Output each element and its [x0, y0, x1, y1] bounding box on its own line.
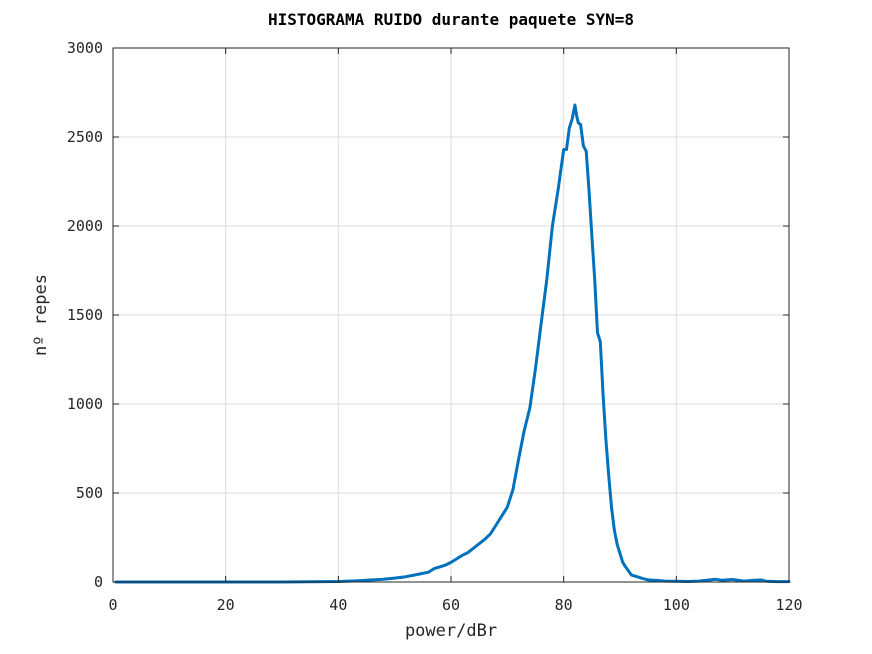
- series-layer: [114, 103, 791, 584]
- y-tick-label: 2500: [67, 128, 103, 146]
- grid-lines: [112, 47, 790, 583]
- chart-title: HISTOGRAMA RUIDO durante paquete SYN=8: [268, 10, 634, 29]
- series-line: [114, 103, 791, 584]
- x-tick-label: 80: [555, 596, 573, 614]
- y-tick-labels: 0 500 1000 1500 2000 2500 3000: [67, 39, 103, 591]
- x-tick-label: 60: [442, 596, 460, 614]
- y-tick-label: 0: [94, 573, 103, 591]
- y-tick-label: 1000: [67, 395, 103, 413]
- tick-marks: [112, 47, 790, 583]
- y-tick-label: 3000: [67, 39, 103, 57]
- y-tick-label: 500: [76, 484, 103, 502]
- x-tick-label: 20: [217, 596, 235, 614]
- y-axis-label: nº repes: [31, 274, 51, 356]
- x-axis-label: power/dBr: [405, 621, 497, 641]
- x-tick-label: 120: [775, 596, 802, 614]
- x-tick-label: 0: [108, 596, 117, 614]
- y-tick-label: 2000: [67, 217, 103, 235]
- x-tick-label: 40: [329, 596, 347, 614]
- x-tick-label: 100: [663, 596, 690, 614]
- y-tick-label: 1500: [67, 306, 103, 324]
- x-tick-labels: 0 20 40 60 80 100 120: [108, 596, 802, 614]
